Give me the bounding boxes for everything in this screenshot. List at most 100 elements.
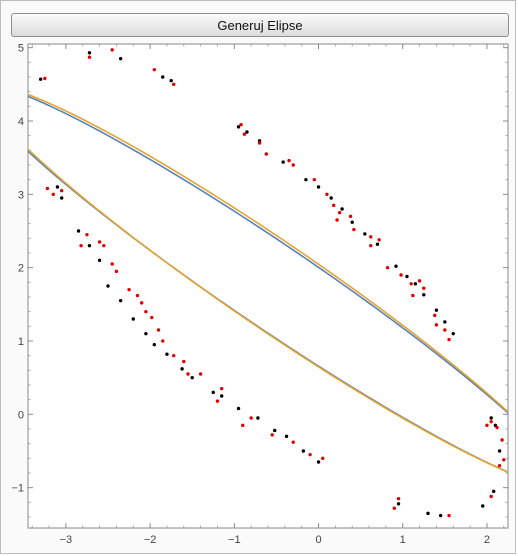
data-point-black xyxy=(413,282,418,286)
data-point-black xyxy=(316,460,321,464)
data-point-red xyxy=(495,425,499,430)
data-point-red xyxy=(264,152,269,156)
data-point-red xyxy=(485,423,489,428)
data-point-black xyxy=(284,434,289,439)
data-point-red xyxy=(411,293,415,298)
data-point-red xyxy=(308,452,312,457)
data-point-red xyxy=(139,301,144,305)
data-point-red xyxy=(257,141,262,145)
data-point-black xyxy=(256,416,260,420)
data-point-red xyxy=(291,440,295,444)
data-point-red xyxy=(417,279,422,283)
y-tick-label: 5 xyxy=(18,43,24,55)
data-point-red xyxy=(352,227,356,232)
data-point-red xyxy=(87,55,92,59)
data-point-black xyxy=(118,298,123,303)
data-point-red xyxy=(110,262,114,266)
data-point-black xyxy=(497,449,502,453)
data-point-red xyxy=(396,496,401,501)
data-point-black xyxy=(443,320,447,324)
data-point-red xyxy=(144,309,148,314)
data-point-black xyxy=(144,331,148,336)
data-point-black xyxy=(236,125,241,129)
data-point-red xyxy=(85,232,89,237)
data-point-red xyxy=(171,353,176,358)
data-point-black xyxy=(236,406,241,411)
data-point-black xyxy=(38,77,43,81)
data-point-black xyxy=(481,504,485,508)
data-point-black xyxy=(405,274,409,279)
data-point-black xyxy=(340,207,344,211)
plot-frame xyxy=(27,43,509,529)
data-point-red xyxy=(249,416,253,420)
x-tick-label: 2 xyxy=(484,534,490,546)
data-point-black xyxy=(316,185,321,189)
data-point-black xyxy=(350,220,354,224)
data-point-red xyxy=(331,203,336,208)
data-point-red xyxy=(422,286,426,290)
data-point-red xyxy=(409,282,413,286)
data-point-black xyxy=(161,75,165,79)
data-point-red xyxy=(291,163,295,167)
data-point-black xyxy=(190,375,194,380)
data-point-black xyxy=(245,130,249,134)
y-tick-label: 0 xyxy=(18,409,24,421)
y-tick-label: −1 xyxy=(11,483,24,495)
data-point-red xyxy=(385,265,390,270)
data-point-red xyxy=(152,67,157,72)
data-point-red xyxy=(325,192,329,197)
data-point-black xyxy=(118,56,123,61)
data-point-black xyxy=(394,264,398,268)
data-point-black xyxy=(219,394,224,398)
data-point-black xyxy=(211,390,215,395)
data-point-red xyxy=(443,328,447,332)
x-tick-label: −2 xyxy=(144,534,157,546)
data-point-red xyxy=(497,463,502,468)
data-point-red xyxy=(489,419,493,424)
data-point-red xyxy=(186,372,190,376)
y-tick-label: 1 xyxy=(18,336,24,348)
data-point-red xyxy=(182,359,186,364)
data-point-black xyxy=(169,78,173,83)
data-point-red xyxy=(239,122,243,127)
data-point-black xyxy=(438,513,443,518)
x-tick-label: −1 xyxy=(228,534,241,546)
data-point-black xyxy=(55,185,60,189)
data-point-red xyxy=(369,243,373,248)
data-point-black xyxy=(87,243,92,248)
data-point-red xyxy=(502,458,506,462)
data-point-black xyxy=(489,416,493,420)
data-point-red xyxy=(51,192,55,197)
ellipse-plot: −3 −2 −1 0 1 2 −1 0 1 2 3 4 5 xyxy=(11,43,509,546)
data-point-black xyxy=(426,511,430,516)
fitted-ellipse-orange xyxy=(28,93,508,473)
data-point-red xyxy=(215,399,220,403)
data-point-black xyxy=(59,196,64,200)
data-point-red xyxy=(156,328,161,332)
data-point-red xyxy=(348,214,353,219)
generate-ellipse-button[interactable]: Generuj Elipse xyxy=(11,13,509,37)
x-tick-label: 0 xyxy=(315,534,321,546)
data-point-red xyxy=(399,273,403,277)
x-tick-label: −3 xyxy=(60,534,73,546)
data-point-red xyxy=(447,337,451,342)
data-point-black xyxy=(152,342,157,347)
data-point-red xyxy=(500,438,504,442)
data-point-red xyxy=(97,240,102,244)
data-point-black xyxy=(273,428,277,433)
data-point-black xyxy=(329,196,333,200)
data-point-black xyxy=(281,160,285,164)
data-point-black xyxy=(87,51,92,55)
data-point-red xyxy=(447,513,451,518)
data-point-black xyxy=(375,242,380,246)
data-point-red xyxy=(377,238,381,242)
data-point-red xyxy=(287,158,291,163)
data-point-red xyxy=(489,494,493,499)
y-tick-label: 2 xyxy=(18,263,24,275)
data-point-black xyxy=(180,367,184,371)
data-point-red xyxy=(312,177,317,182)
data-point-red xyxy=(392,506,397,510)
data-point-black xyxy=(491,489,496,494)
data-point-black xyxy=(76,229,81,233)
data-point-red xyxy=(45,186,50,191)
